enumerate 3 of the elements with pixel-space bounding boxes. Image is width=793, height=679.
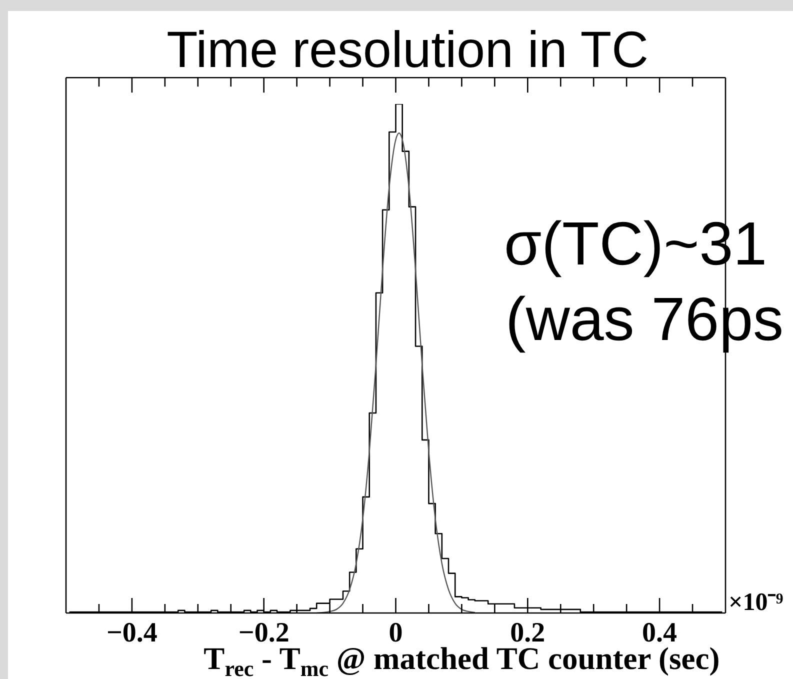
text: ×10⁻⁹ <box>728 589 784 616</box>
x-tick-label: −0.4 <box>106 618 158 649</box>
chart-title: Time resolution in TC <box>166 21 648 78</box>
